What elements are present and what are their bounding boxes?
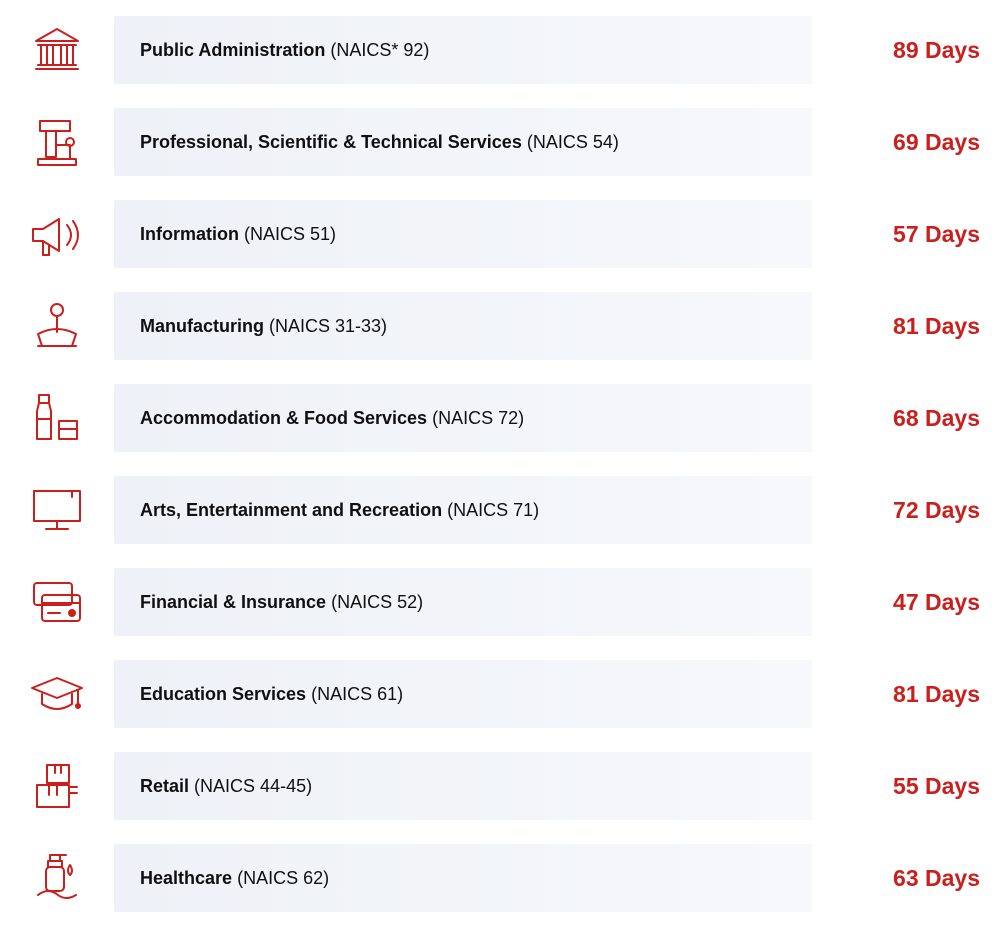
megaphone-icon (20, 211, 94, 257)
industry-bar: Healthcare (NAICS 62) (114, 844, 812, 912)
days-value: 63 Days (832, 865, 980, 892)
list-item: Arts, Entertainment and Recreation (NAIC… (20, 476, 980, 544)
list-item: Public Administration (NAICS* 92) 89 Day… (20, 16, 980, 84)
list-item: Healthcare (NAICS 62) 63 Days (20, 844, 980, 912)
microscope-icon (20, 115, 94, 169)
industry-bar: Financial & Insurance (NAICS 52) (114, 568, 812, 636)
monitor-icon (20, 487, 94, 533)
industry-bar: Education Services (NAICS 61) (114, 660, 812, 728)
days-value: 81 Days (832, 313, 980, 340)
boxes-icon (20, 761, 94, 811)
days-value: 89 Days (832, 37, 980, 64)
days-value: 47 Days (832, 589, 980, 616)
industry-title: Retail (140, 776, 189, 796)
days-value: 69 Days (832, 129, 980, 156)
credit-cards-icon (20, 579, 94, 625)
days-value: 72 Days (832, 497, 980, 524)
industry-bar: Public Administration (NAICS* 92) (114, 16, 812, 84)
sanitizer-icon (20, 851, 94, 905)
government-building-icon (20, 25, 94, 75)
industry-code: (NAICS 71) (447, 500, 539, 520)
industry-bar: Professional, Scientific & Technical Ser… (114, 108, 812, 176)
industry-bar: Arts, Entertainment and Recreation (NAIC… (114, 476, 812, 544)
industry-label: Manufacturing (NAICS 31-33) (140, 316, 387, 337)
industry-list: Public Administration (NAICS* 92) 89 Day… (20, 16, 980, 912)
list-item: Retail (NAICS 44-45) 55 Days (20, 752, 980, 820)
industry-title: Professional, Scientific & Technical Ser… (140, 132, 522, 152)
list-item: Education Services (NAICS 61) 81 Days (20, 660, 980, 728)
industry-code: (NAICS 72) (432, 408, 524, 428)
industry-label: Public Administration (NAICS* 92) (140, 40, 429, 61)
industry-title: Financial & Insurance (140, 592, 326, 612)
list-item: Professional, Scientific & Technical Ser… (20, 108, 980, 176)
days-value: 57 Days (832, 221, 980, 248)
bottle-glass-icon (20, 391, 94, 445)
industry-code: (NAICS 62) (237, 868, 329, 888)
industry-label: Accommodation & Food Services (NAICS 72) (140, 408, 524, 429)
industry-label: Retail (NAICS 44-45) (140, 776, 312, 797)
list-item: Manufacturing (NAICS 31-33) 81 Days (20, 292, 980, 360)
industry-label: Information (NAICS 51) (140, 224, 336, 245)
industry-title: Accommodation & Food Services (140, 408, 427, 428)
industry-label: Arts, Entertainment and Recreation (NAIC… (140, 500, 539, 521)
industry-label: Education Services (NAICS 61) (140, 684, 403, 705)
industry-title: Information (140, 224, 239, 244)
days-value: 68 Days (832, 405, 980, 432)
industry-title: Arts, Entertainment and Recreation (140, 500, 442, 520)
industry-code: (NAICS 51) (244, 224, 336, 244)
industry-title: Manufacturing (140, 316, 264, 336)
industry-code: (NAICS 31-33) (269, 316, 387, 336)
industry-bar: Retail (NAICS 44-45) (114, 752, 812, 820)
industry-code: (NAICS 54) (527, 132, 619, 152)
industry-code: (NAICS 61) (311, 684, 403, 704)
industry-label: Professional, Scientific & Technical Ser… (140, 132, 619, 153)
industry-title: Education Services (140, 684, 306, 704)
days-value: 55 Days (832, 773, 980, 800)
graduation-cap-icon (20, 674, 94, 714)
industry-bar: Information (NAICS 51) (114, 200, 812, 268)
industry-label: Financial & Insurance (NAICS 52) (140, 592, 423, 613)
industry-code: (NAICS 44-45) (194, 776, 312, 796)
industry-bar: Manufacturing (NAICS 31-33) (114, 292, 812, 360)
list-item: Information (NAICS 51) 57 Days (20, 200, 980, 268)
list-item: Accommodation & Food Services (NAICS 72)… (20, 384, 980, 452)
industry-label: Healthcare (NAICS 62) (140, 868, 329, 889)
joystick-icon (20, 300, 94, 352)
days-value: 81 Days (832, 681, 980, 708)
industry-code: (NAICS* 92) (330, 40, 429, 60)
industry-title: Healthcare (140, 868, 232, 888)
industry-title: Public Administration (140, 40, 325, 60)
industry-bar: Accommodation & Food Services (NAICS 72) (114, 384, 812, 452)
industry-code: (NAICS 52) (331, 592, 423, 612)
list-item: Financial & Insurance (NAICS 52) 47 Days (20, 568, 980, 636)
